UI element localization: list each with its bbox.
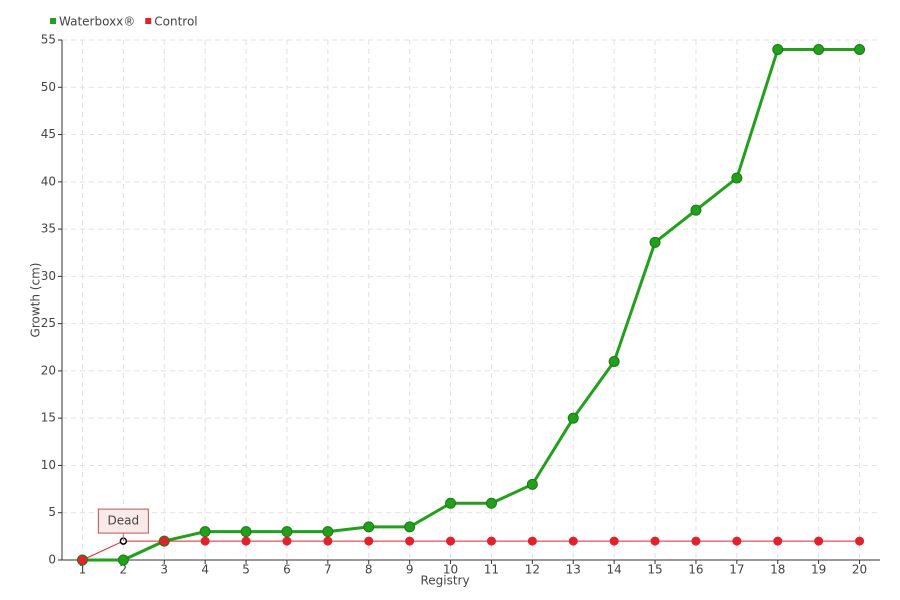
y-tick-label: 0 [48,553,56,567]
data-point [609,536,619,546]
data-point [159,536,169,546]
data-point [322,526,334,538]
x-tick-label: 4 [201,563,209,577]
y-tick-label: 45 [41,127,56,141]
data-point [446,536,456,546]
data-point [445,497,457,509]
data-point [199,526,211,538]
y-tick-label: 30 [41,269,56,283]
data-point [241,536,251,546]
data-point [731,172,743,184]
x-tick-label: 17 [729,563,744,577]
data-point [649,236,661,248]
data-point [773,536,783,546]
y-tick-label: 55 [41,33,56,47]
legend-label: Waterboxx® [59,15,135,29]
data-point [772,43,784,55]
x-tick-label: 19 [811,563,826,577]
data-point [690,204,702,216]
data-point [404,521,416,533]
y-tick-label: 20 [41,363,56,377]
y-tick-label: 15 [41,411,56,425]
x-tick-label: 18 [770,563,785,577]
series-line [82,47,860,562]
data-point [608,355,620,367]
y-tick-label: 5 [48,505,56,519]
legend-swatch [50,18,56,24]
legend-swatch [145,18,152,24]
x-axis-label: Registry [420,574,469,588]
x-tick-label: 6 [283,563,291,577]
y-tick-label: 40 [41,174,56,188]
data-point [486,536,496,546]
data-point [117,554,129,566]
data-point [364,536,374,546]
data-point [526,478,538,490]
data-point [855,536,865,546]
x-tick-label: 9 [406,563,414,577]
data-point [814,536,824,546]
data-point [323,536,333,546]
data-point [77,555,87,565]
legend-label: Control [154,15,197,29]
data-point [813,43,825,55]
data-point [732,536,742,546]
x-tick-label: 3 [160,563,168,577]
data-point [527,536,537,546]
series-line [82,540,860,561]
x-tick-label: 7 [324,563,332,577]
data-point [567,412,579,424]
x-tick-label: 15 [647,563,662,577]
data-point [568,536,578,546]
x-tick-label: 8 [365,563,373,577]
y-tick-label: 10 [41,458,56,472]
x-tick-label: 1 [79,563,87,577]
x-tick-label: 13 [566,563,581,577]
y-tick-label: 35 [41,222,56,236]
x-tick-label: 2 [120,563,128,577]
annotation-text: Dead [108,514,140,528]
data-point [650,536,660,546]
data-point [240,526,252,538]
data-point [854,43,866,55]
y-tick-label: 25 [41,316,56,330]
data-point [363,521,375,533]
x-tick-label: 20 [852,563,867,577]
data-point [485,497,497,509]
x-tick-label: 10 [443,563,458,577]
y-tick-label: 50 [41,80,56,94]
y-axis-label: Growth (cm) [29,263,43,338]
x-tick-label: 12 [525,563,540,577]
annotation-box [97,508,149,534]
data-point [200,536,210,546]
data-point [282,536,292,546]
data-point [405,536,415,546]
data-point [281,526,293,538]
data-point [691,536,701,546]
x-tick-label: 14 [607,563,622,577]
x-tick-label: 16 [688,563,703,577]
x-tick-label: 5 [242,563,250,577]
x-tick-label: 11 [484,563,499,577]
